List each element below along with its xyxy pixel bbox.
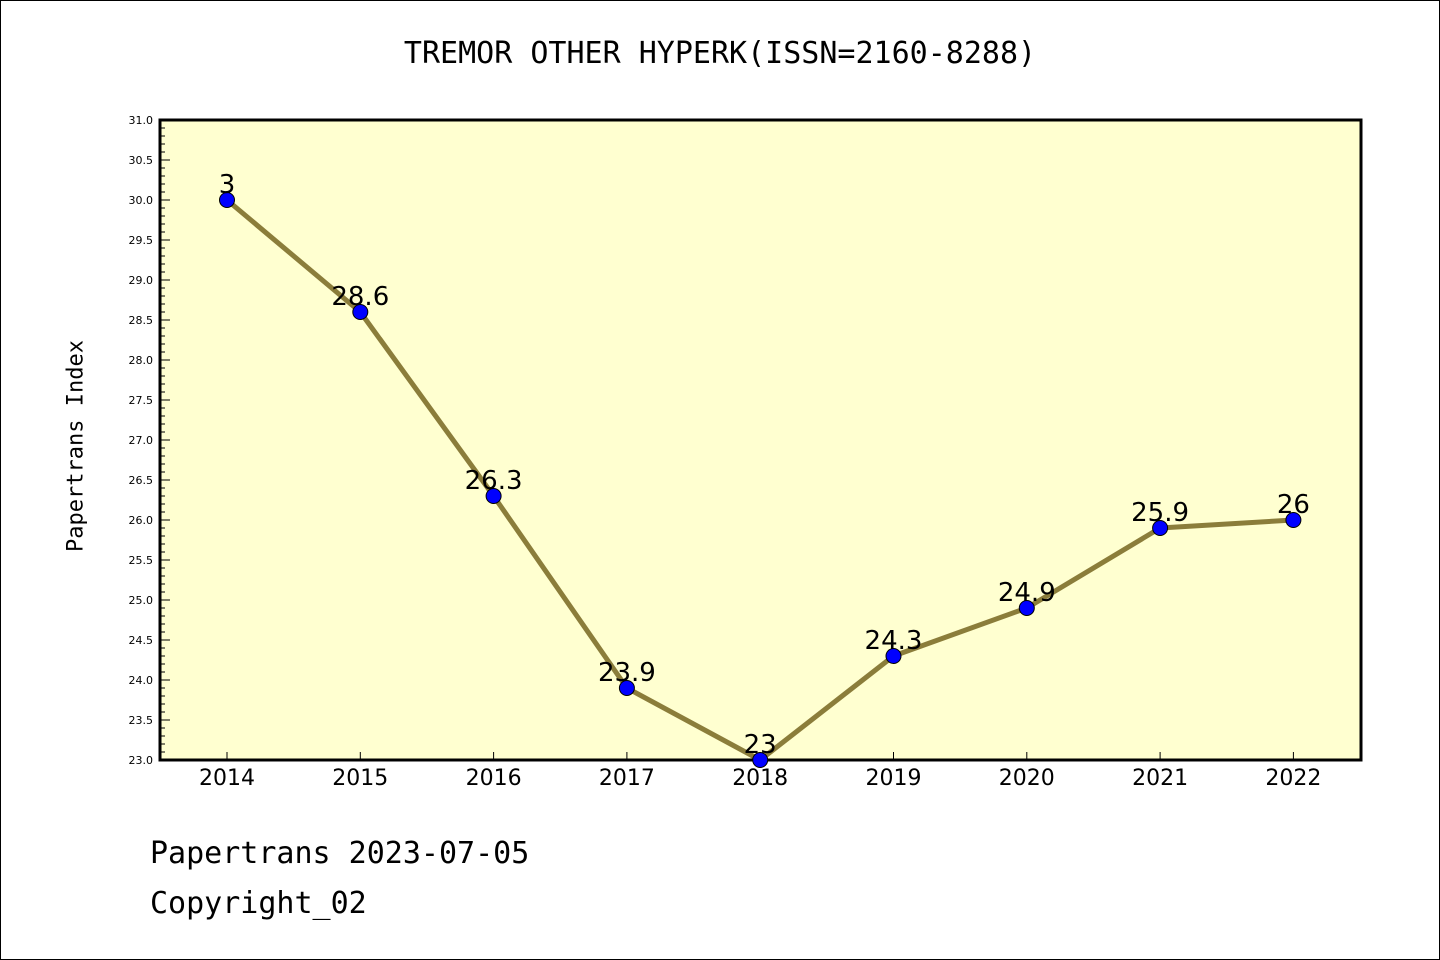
- y-tick-label: 29.5: [129, 234, 154, 247]
- x-tick-label: 2015: [332, 766, 388, 791]
- data-label: 23: [744, 730, 777, 760]
- footer-copyright: Copyright_02: [150, 886, 367, 921]
- y-tick-label: 27.5: [129, 394, 154, 407]
- y-tick-label: 28.5: [129, 314, 154, 327]
- data-point: [485, 488, 502, 504]
- data-point: [352, 304, 369, 320]
- data-point: [1152, 520, 1169, 536]
- data-point: [1018, 600, 1035, 616]
- chart-title: TREMOR OTHER HYPERK(ISSN=2160-8288): [403, 36, 1037, 71]
- data-label: 3: [219, 170, 236, 200]
- y-tick-label: 26.0: [129, 514, 154, 527]
- data-label: 28.6: [331, 282, 389, 312]
- plot-area: [160, 120, 1361, 760]
- y-tick-label: 26.5: [129, 474, 154, 487]
- data-label: 25.9: [1131, 498, 1189, 528]
- data-point: [752, 752, 769, 768]
- x-tick-label: 2019: [866, 766, 922, 791]
- data-label: 26.3: [465, 466, 523, 496]
- y-tick-label: 31.0: [129, 114, 154, 127]
- data-point: [219, 192, 235, 208]
- y-tick-label: 24.5: [129, 634, 154, 647]
- y-tick-label: 23.5: [129, 714, 154, 727]
- data-label: 24.9: [998, 578, 1056, 608]
- data-point: [1285, 512, 1302, 528]
- y-tick-label: 28.0: [129, 354, 154, 367]
- footer-date: Papertrans 2023-07-05: [150, 836, 530, 871]
- x-tick-label: 2021: [1132, 766, 1188, 791]
- y-tick-label: 29.0: [129, 274, 154, 287]
- x-tick-label: 2020: [999, 766, 1055, 791]
- y-tick-label: 25.0: [129, 594, 154, 607]
- y-tick-label: 27.0: [129, 434, 154, 447]
- y-tick-label: 24.0: [129, 674, 154, 687]
- x-tick-label: 2017: [599, 766, 655, 791]
- y-tick-label: 23.0: [129, 754, 154, 767]
- x-tick-label: 2014: [199, 766, 255, 791]
- data-point: [885, 648, 902, 664]
- data-label: 26: [1277, 490, 1310, 520]
- y-tick-label: 30.0: [129, 194, 154, 207]
- data-point: [618, 680, 635, 696]
- x-tick-label: 2016: [466, 766, 522, 791]
- data-label: 23.9: [598, 658, 656, 688]
- y-tick-label: 25.5: [129, 554, 154, 567]
- x-tick-label: 2022: [1265, 766, 1321, 791]
- x-tick-label: 2018: [732, 766, 788, 791]
- y-tick-label: 30.5: [129, 154, 154, 167]
- data-label: 24.3: [865, 626, 923, 656]
